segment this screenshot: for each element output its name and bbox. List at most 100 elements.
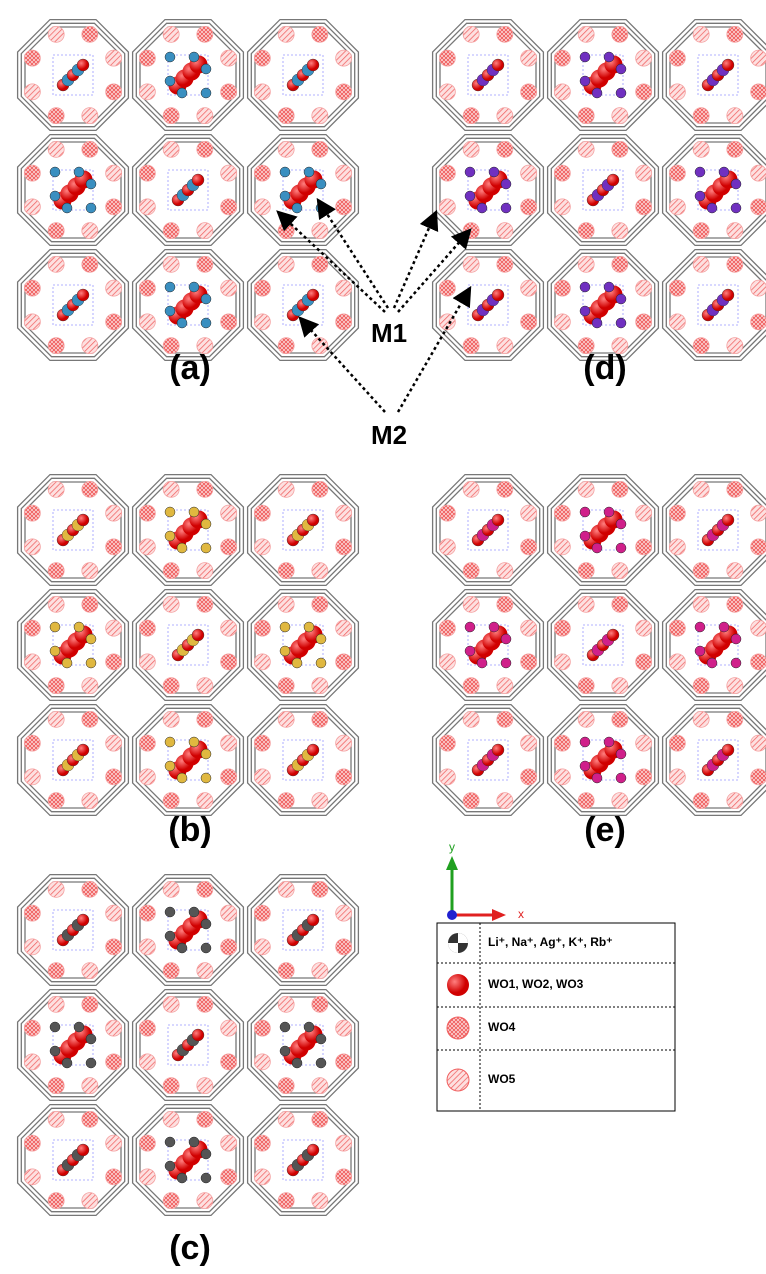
framework-ring <box>550 477 656 583</box>
wo-site <box>496 107 514 125</box>
ion-chain <box>491 743 505 757</box>
wo-site <box>47 25 65 43</box>
wo-site <box>277 995 295 1013</box>
wo-site <box>47 792 65 810</box>
wo-site <box>162 337 180 355</box>
cell-line <box>282 1139 324 1181</box>
ion <box>73 621 85 633</box>
framework-ring <box>131 588 245 702</box>
ion <box>164 75 176 87</box>
wo-site <box>635 734 653 752</box>
framework-ring <box>20 707 126 813</box>
wo-site <box>23 1053 41 1071</box>
framework-ring <box>661 18 766 132</box>
wo-site <box>668 83 686 101</box>
wo-site <box>138 313 156 331</box>
wo-site <box>496 562 514 580</box>
wo-site <box>220 83 238 101</box>
ion <box>579 305 591 317</box>
wo-site <box>635 279 653 297</box>
legend-label: WO5 <box>488 1072 516 1086</box>
wo-site <box>335 768 353 786</box>
wo-site <box>462 337 480 355</box>
wo-site <box>253 49 271 67</box>
wo-site <box>105 83 123 101</box>
wo-site <box>105 768 123 786</box>
wo-site <box>23 768 41 786</box>
wo-site <box>438 198 456 216</box>
wo-site <box>196 995 214 1013</box>
wo-site <box>105 734 123 752</box>
wo-site <box>335 504 353 522</box>
wo-site <box>162 595 180 613</box>
wo-site <box>438 768 456 786</box>
ion <box>694 190 706 202</box>
framework-ring <box>431 133 545 247</box>
framework-ring <box>431 18 545 132</box>
ion <box>85 633 97 645</box>
ion <box>200 293 212 305</box>
wo-site <box>496 255 514 273</box>
ion-chain <box>306 58 320 72</box>
ion-chain <box>606 173 620 187</box>
wo-site <box>311 962 329 980</box>
wo-site <box>253 83 271 101</box>
ion <box>615 317 627 329</box>
wo-site <box>692 255 710 273</box>
ion <box>85 657 97 669</box>
wo-site <box>196 710 214 728</box>
wo-site <box>81 677 99 695</box>
ion <box>579 530 591 542</box>
wo-site <box>311 710 329 728</box>
cell-line <box>467 509 509 551</box>
wo-site <box>335 734 353 752</box>
ion <box>603 281 615 293</box>
ion <box>315 178 327 190</box>
wo-site <box>196 107 214 125</box>
wo-site <box>47 710 65 728</box>
ion-chain <box>191 628 205 642</box>
ion-chain <box>76 1143 90 1157</box>
wo-site <box>335 938 353 956</box>
wo-site <box>668 538 686 556</box>
framework-ring <box>665 22 766 128</box>
wo-site <box>23 653 41 671</box>
framework-ring <box>135 592 241 698</box>
wo-site <box>105 1168 123 1186</box>
wo-site <box>253 768 271 786</box>
ion <box>61 1057 73 1069</box>
wo-site <box>81 337 99 355</box>
ion <box>315 1033 327 1045</box>
panel-label: (a) <box>169 349 211 387</box>
wo-site <box>577 25 595 43</box>
wo-site <box>138 83 156 101</box>
ion <box>176 772 188 784</box>
ion <box>615 542 627 554</box>
framework-ring <box>246 988 360 1102</box>
wo-site <box>196 1110 214 1128</box>
wo-site <box>311 480 329 498</box>
wo-site <box>220 198 238 216</box>
wo-site <box>750 49 766 67</box>
ion <box>200 87 212 99</box>
framework-ring <box>665 477 766 583</box>
framework-ring <box>661 248 766 362</box>
wo-site <box>277 337 295 355</box>
wo-site <box>105 279 123 297</box>
ion-chain <box>191 1028 205 1042</box>
axes-indicator: y x <box>446 840 524 921</box>
wo-site <box>138 1134 156 1152</box>
cell-line <box>282 284 324 326</box>
framework-ring <box>131 248 245 362</box>
ion-chain <box>191 173 205 187</box>
wo-site <box>220 49 238 67</box>
framework-ring <box>16 873 130 987</box>
cell-line <box>697 509 739 551</box>
wo-site <box>750 83 766 101</box>
cell-line <box>697 284 739 326</box>
ion <box>164 281 176 293</box>
ion <box>591 542 603 554</box>
wo-site <box>277 1077 295 1095</box>
framework-ring <box>135 1107 241 1213</box>
